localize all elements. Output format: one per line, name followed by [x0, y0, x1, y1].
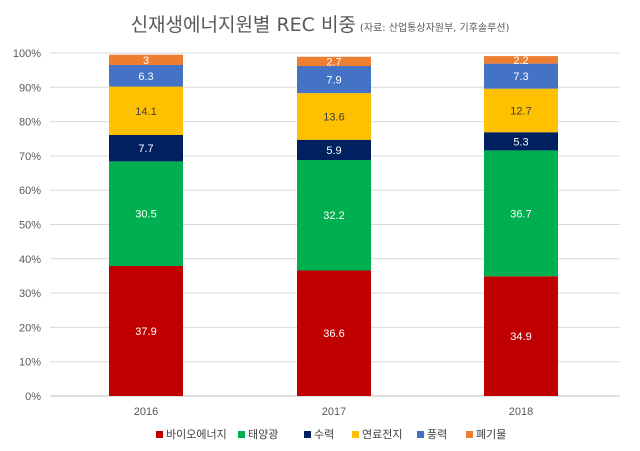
legend-label: 수력 — [314, 428, 334, 441]
legend-swatch — [417, 431, 424, 438]
bar-segment — [109, 134, 183, 162]
legend-swatch — [156, 431, 163, 438]
data-label: 7.7 — [138, 143, 153, 155]
y-tick-label: 50% — [19, 220, 41, 232]
chart-title: 신재생에너지원별 REC 비중 (자료: 산업통상자원부, 기후솔루션) — [0, 10, 640, 37]
bar-segment — [297, 56, 371, 67]
bar-segment — [109, 86, 183, 135]
legend-label: 태양광 — [248, 428, 278, 441]
data-label: 34.9 — [510, 331, 531, 343]
data-label: 36.6 — [323, 328, 344, 340]
bar-segment — [484, 63, 558, 89]
bar-segment — [109, 161, 183, 267]
bar-segment — [109, 54, 183, 66]
data-label: 37.9 — [135, 326, 156, 338]
data-label: 5.3 — [513, 136, 528, 148]
data-label: 32.2 — [323, 210, 344, 222]
data-label: 2.7 — [326, 56, 341, 68]
bar-segment — [297, 93, 371, 140]
bar-segment — [109, 65, 183, 87]
legend-label: 바이오에너지 — [166, 428, 227, 441]
y-tick-label: 10% — [19, 357, 41, 369]
data-label: 12.7 — [510, 105, 531, 117]
x-tick-label: 2016 — [134, 406, 158, 418]
legend-label: 연료전지 — [362, 428, 402, 441]
bar-segment — [484, 56, 558, 64]
bar-segment — [297, 270, 371, 396]
bar-segment — [297, 139, 371, 161]
y-tick-label: 100% — [13, 48, 41, 60]
data-label: 7.9 — [326, 75, 341, 87]
data-label: 13.6 — [323, 111, 344, 123]
data-label: 7.3 — [513, 71, 528, 83]
y-tick-label: 80% — [19, 117, 41, 129]
legend-label: 폐기물 — [476, 428, 506, 441]
bar-segment — [297, 160, 371, 271]
x-tick-label: 2018 — [509, 406, 533, 418]
legend-swatch — [238, 431, 245, 438]
data-label: 36.7 — [510, 208, 531, 220]
bar-segment — [109, 266, 183, 396]
bar-segment — [297, 66, 371, 94]
y-tick-label: 90% — [19, 82, 41, 94]
chart-title-source: (자료: 산업통상자원부, 기후솔루션) — [359, 23, 510, 34]
bar-segment — [484, 88, 558, 133]
x-tick-label: 2017 — [322, 406, 346, 418]
chart-title-main: 신재생에너지원별 REC 비중 — [130, 14, 356, 36]
legend-label: 풍력 — [427, 428, 447, 441]
y-tick-label: 0% — [25, 391, 41, 403]
y-tick-label: 40% — [19, 254, 41, 266]
y-tick-label: 60% — [19, 185, 41, 197]
bar-segment — [484, 132, 558, 151]
bar-segment — [484, 276, 558, 396]
legend-swatch — [304, 431, 311, 438]
data-label: 2.2 — [513, 55, 528, 67]
legend-swatch — [466, 431, 473, 438]
y-tick-label: 20% — [19, 322, 41, 334]
data-label: 6.3 — [138, 71, 153, 83]
legend-swatch — [352, 431, 359, 438]
data-label: 30.5 — [135, 209, 156, 221]
data-label: 3 — [143, 55, 149, 67]
data-label: 5.9 — [326, 145, 341, 157]
data-label: 14.1 — [135, 106, 156, 118]
bar-segment — [484, 150, 558, 277]
y-tick-label: 70% — [19, 151, 41, 163]
y-tick-label: 30% — [19, 288, 41, 300]
